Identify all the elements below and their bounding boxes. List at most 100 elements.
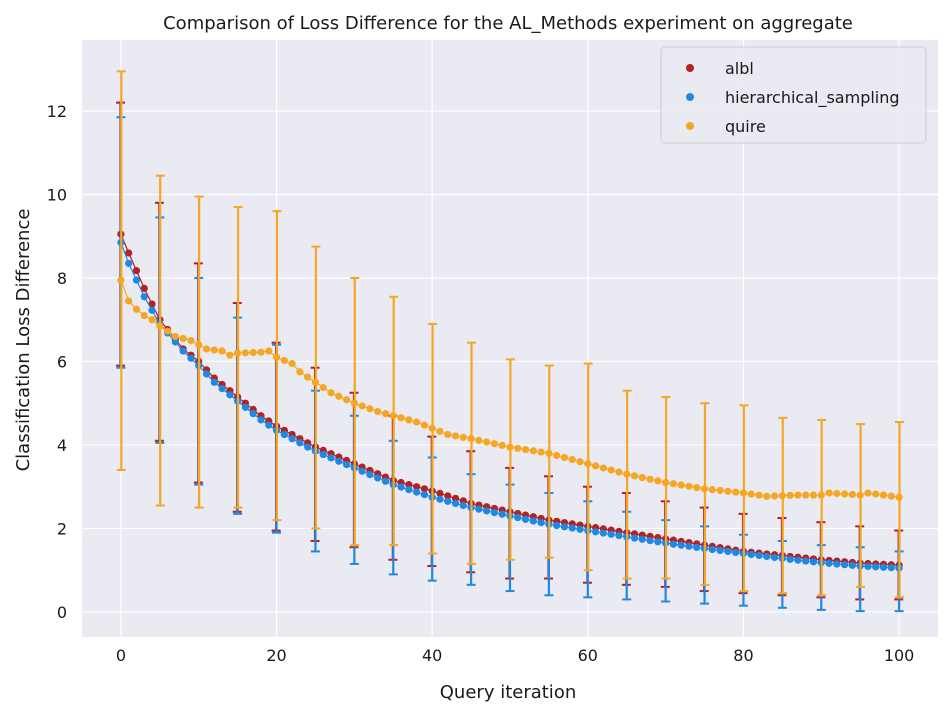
- data-point: [537, 519, 545, 527]
- data-point: [358, 467, 366, 475]
- data-point: [451, 432, 460, 440]
- data-point: [335, 392, 343, 400]
- data-point: [887, 492, 895, 500]
- x-tick-label: 20: [266, 646, 286, 665]
- y-tick-label: 12: [47, 102, 67, 121]
- data-point: [475, 505, 483, 513]
- y-tick-label: 8: [57, 269, 67, 288]
- data-point: [125, 259, 133, 267]
- data-point: [646, 475, 654, 483]
- data-point: [436, 495, 444, 503]
- x-tick-label: 40: [422, 646, 442, 665]
- data-point: [319, 450, 327, 459]
- data-point: [241, 349, 250, 357]
- legend-box: [660, 46, 927, 144]
- data-point: [685, 482, 693, 490]
- x-axis-label: Query iteration: [440, 682, 576, 703]
- data-point: [125, 297, 133, 305]
- y-tick-label: 6: [57, 352, 67, 371]
- data-point: [210, 378, 218, 386]
- data-point: [444, 497, 452, 505]
- data-point: [444, 430, 452, 439]
- data-point: [265, 421, 273, 429]
- data-point: [592, 462, 600, 470]
- data-point: [148, 300, 156, 308]
- data-point: [280, 356, 288, 365]
- data-point: [615, 468, 623, 476]
- data-point: [669, 540, 678, 548]
- data-point: [887, 564, 895, 572]
- data-point: [529, 447, 537, 455]
- data-point: [568, 455, 576, 464]
- data-point: [218, 347, 226, 355]
- data-point: [187, 336, 195, 345]
- y-tick-label: 2: [57, 519, 67, 538]
- data-point: [864, 489, 872, 497]
- data-point: [872, 490, 880, 498]
- legend-label: quire: [725, 117, 766, 136]
- data-point: [669, 480, 678, 488]
- data-point: [825, 489, 833, 497]
- data-point: [708, 545, 716, 554]
- data-point: [202, 345, 211, 353]
- data-point: [420, 485, 428, 493]
- data-point: [304, 373, 312, 381]
- data-point: [179, 347, 187, 355]
- data-point: [615, 531, 623, 540]
- data-point: [420, 421, 428, 429]
- data-point: [257, 348, 265, 356]
- data-point: [576, 458, 584, 466]
- data-point: [249, 410, 257, 418]
- data-point: [755, 491, 763, 499]
- data-point: [786, 491, 794, 499]
- data-point: [833, 489, 841, 498]
- data-point: [436, 427, 444, 435]
- data-point: [654, 477, 662, 485]
- data-point: [716, 546, 724, 555]
- data-point: [630, 534, 639, 542]
- legend-label: albl: [725, 59, 754, 78]
- data-point: [848, 490, 857, 499]
- data-point: [140, 284, 148, 293]
- data-point: [848, 561, 857, 569]
- data-point: [872, 563, 880, 571]
- data-point: [802, 491, 810, 499]
- data-point: [514, 514, 522, 522]
- data-marks: [116, 70, 904, 613]
- data-point: [747, 490, 755, 498]
- data-point: [374, 474, 382, 482]
- data-point: [397, 414, 405, 422]
- data-point: [451, 499, 460, 508]
- data-point: [171, 332, 179, 341]
- data-point: [202, 370, 211, 378]
- data-point: [374, 407, 382, 416]
- data-point: [786, 555, 794, 563]
- data-point: [444, 492, 452, 500]
- data-point: [265, 347, 273, 355]
- data-point: [335, 457, 343, 465]
- data-point: [475, 436, 483, 444]
- data-point: [257, 416, 265, 424]
- y-axis-label: Classification Loss Difference: [13, 209, 34, 472]
- legend-marker: [686, 64, 694, 72]
- data-point: [179, 334, 187, 343]
- data-point: [553, 521, 561, 530]
- x-tick-label: 60: [578, 646, 598, 665]
- data-point: [693, 543, 701, 552]
- data-point: [187, 354, 195, 362]
- data-point: [405, 486, 413, 494]
- data-point: [638, 473, 646, 482]
- data-point: [537, 448, 545, 456]
- data-point: [841, 561, 849, 569]
- data-point: [755, 551, 763, 560]
- y-tick-label: 0: [57, 603, 67, 622]
- data-point: [724, 547, 732, 556]
- data-point: [825, 559, 833, 567]
- data-point: [148, 306, 156, 314]
- data-point: [802, 557, 810, 565]
- data-point: [148, 316, 156, 324]
- data-point: [342, 460, 351, 469]
- data-point: [226, 351, 234, 359]
